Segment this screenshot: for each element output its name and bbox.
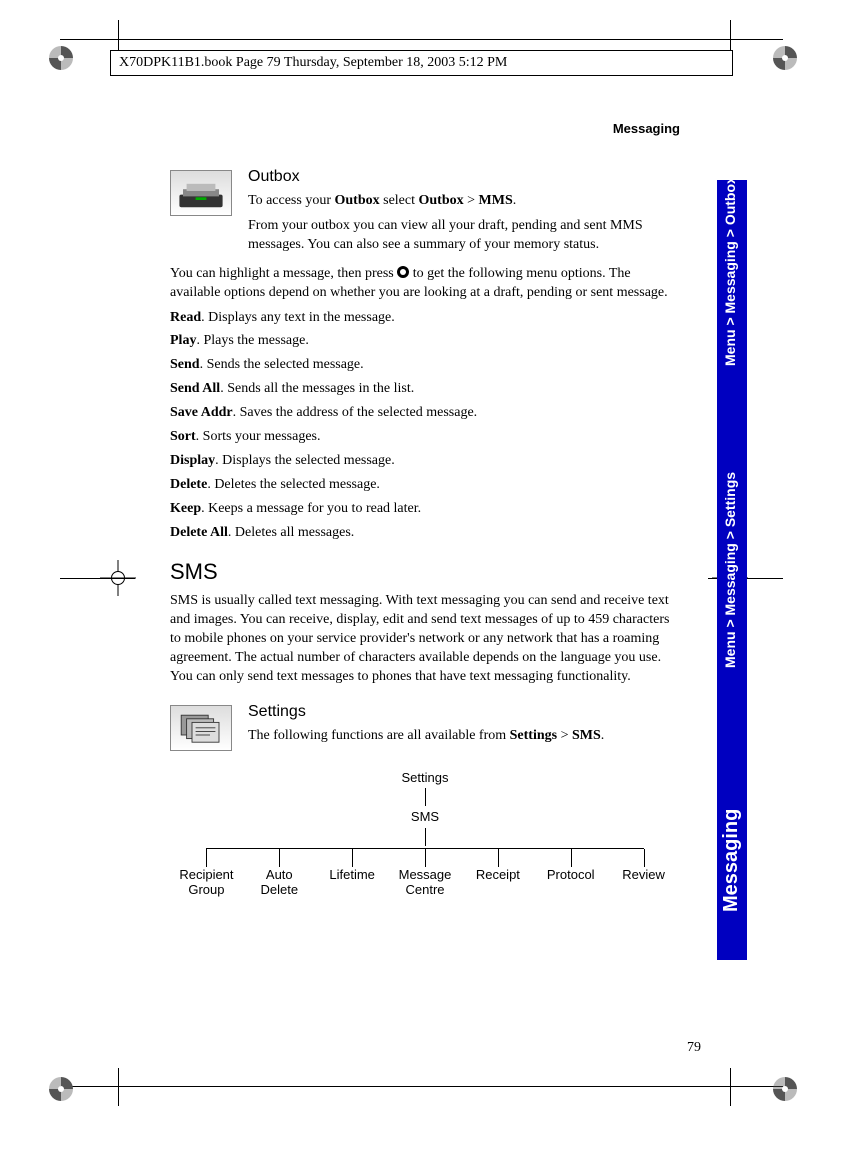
side-tabs: Menu > Messaging > Outbox Menu > Messagi… (717, 180, 747, 960)
tree-line (425, 788, 426, 806)
opt-delete-all: Delete All. Deletes all messages. (170, 524, 680, 543)
sms-body: SMS is usually called text messaging. Wi… (170, 592, 680, 686)
settings-tree-diagram: Settings SMS RecipientGroup AutoDelete L… (170, 769, 680, 898)
page-header: Messaging (170, 120, 680, 138)
opt-delete: Delete. Deletes the selected message. (170, 476, 680, 495)
select-button-icon (397, 266, 409, 278)
ornament-top-left (48, 45, 74, 71)
book-meta-text: X70DPK11B1.book Page 79 Thursday, Septem… (119, 55, 507, 70)
opt-read: Read. Displays any text in the message. (170, 309, 680, 328)
crop-line-top (60, 39, 783, 40)
tree-line (425, 828, 426, 846)
settings-p1: The following functions are all availabl… (248, 727, 680, 746)
ornament-bottom-left (48, 1076, 74, 1102)
tree-leaf-message-centre: MessageCentre (389, 867, 462, 898)
opt-save-addr: Save Addr. Saves the address of the sele… (170, 404, 680, 423)
opt-display: Display. Displays the selected message. (170, 452, 680, 471)
tree-root: Settings (170, 769, 680, 787)
outbox-section: Outbox To access your Outbox select Outb… (170, 166, 680, 255)
opt-sort: Sort. Sorts your messages. (170, 428, 680, 447)
tree-leaf-auto-delete: AutoDelete (243, 867, 316, 898)
tree-leaf-protocol: Protocol (534, 867, 607, 898)
crop-stub-left (60, 578, 135, 579)
tree-leaf-recipient-group: RecipientGroup (170, 867, 243, 898)
sms-heading: SMS (170, 557, 680, 587)
tab-messaging: Messaging (717, 760, 747, 960)
opt-send: Send. Sends the selected message. (170, 356, 680, 375)
settings-heading: Settings (248, 701, 680, 723)
opt-keep: Keep. Keeps a message for you to read la… (170, 500, 680, 519)
settings-icon (170, 705, 232, 751)
outbox-options-list: Read. Displays any text in the message. … (170, 309, 680, 543)
settings-section: Settings The following functions are all… (170, 701, 680, 747)
outbox-p1: To access your Outbox select Outbox > MM… (248, 192, 680, 211)
opt-play: Play. Plays the message. (170, 332, 680, 351)
ornament-bottom-right (772, 1076, 798, 1102)
tab-settings: Menu > Messaging > Settings (717, 380, 747, 760)
ornament-top-right (772, 45, 798, 71)
page-number: 79 (687, 1040, 701, 1056)
crop-stub-bot-left (118, 1068, 119, 1106)
page-content: Messaging Outbox To access your Outbox s… (170, 120, 680, 898)
opt-send-all: Send All. Sends all the messages in the … (170, 380, 680, 399)
tree-sub: SMS (170, 808, 680, 826)
crop-stub-bot-right (730, 1068, 731, 1106)
tree-leaf-lifetime: Lifetime (316, 867, 389, 898)
crop-line-bottom (60, 1086, 783, 1087)
tab-outbox: Menu > Messaging > Outbox (717, 180, 747, 380)
outbox-icon (170, 170, 232, 216)
tree-leaf-receipt: Receipt (461, 867, 534, 898)
tree-leaves: RecipientGroup AutoDelete Lifetime Messa… (170, 867, 680, 898)
book-meta-box: X70DPK11B1.book Page 79 Thursday, Septem… (110, 50, 733, 76)
outbox-heading: Outbox (248, 166, 680, 188)
outbox-p2: From your outbox you can view all your d… (248, 217, 680, 255)
outbox-p3: You can highlight a message, then press … (170, 265, 680, 303)
tree-leaf-review: Review (607, 867, 680, 898)
